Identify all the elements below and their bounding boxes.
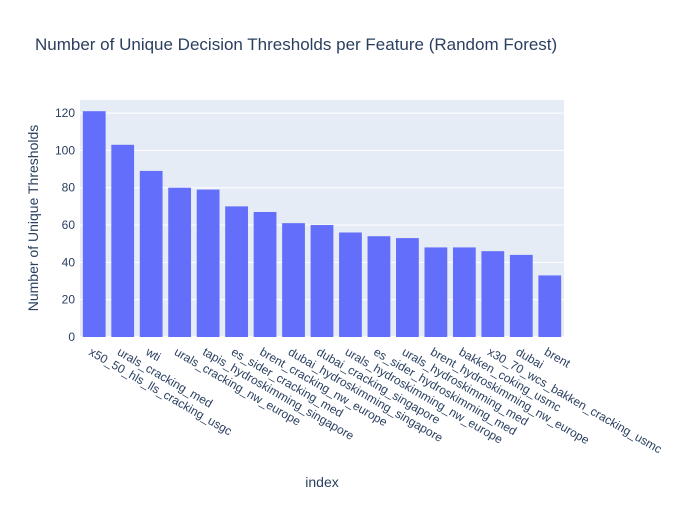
- bar[interactable]: [339, 232, 362, 337]
- bar[interactable]: [225, 206, 248, 337]
- y-tick-label: 120: [55, 106, 75, 120]
- bar[interactable]: [310, 225, 334, 337]
- bar[interactable]: [509, 254, 533, 337]
- x-axis-title: index: [305, 474, 338, 490]
- y-tick-label: 20: [62, 293, 76, 307]
- bar[interactable]: [253, 211, 277, 337]
- x-tick-label: brent: [542, 345, 573, 371]
- bar[interactable]: [168, 187, 192, 337]
- y-tick-label: 0: [68, 330, 75, 344]
- bars: [82, 111, 562, 337]
- bar[interactable]: [139, 170, 163, 337]
- bar[interactable]: [481, 251, 505, 337]
- bar[interactable]: [367, 236, 391, 337]
- x-tick-labels: x50_50_hls_lls_cracking_usgcurals_cracki…: [87, 344, 665, 456]
- bar[interactable]: [452, 247, 476, 337]
- y-tick-label: 60: [62, 218, 76, 232]
- y-axis-title: Number of Unique Thresholds: [25, 125, 41, 312]
- chart-title: Number of Unique Decision Thresholds per…: [35, 35, 557, 54]
- y-tick-label: 100: [55, 143, 75, 157]
- bar[interactable]: [82, 111, 106, 337]
- bar[interactable]: [396, 238, 419, 337]
- bar[interactable]: [111, 144, 135, 337]
- y-tick-labels: 0 20 40 60 80 100 120: [55, 106, 75, 344]
- bar[interactable]: [538, 275, 562, 337]
- x-tick-label: wti: [143, 344, 164, 364]
- bar[interactable]: [282, 223, 305, 337]
- bar[interactable]: [424, 247, 448, 337]
- y-tick-label: 80: [62, 181, 76, 195]
- bar[interactable]: [196, 189, 220, 337]
- y-tick-label: 40: [62, 255, 76, 269]
